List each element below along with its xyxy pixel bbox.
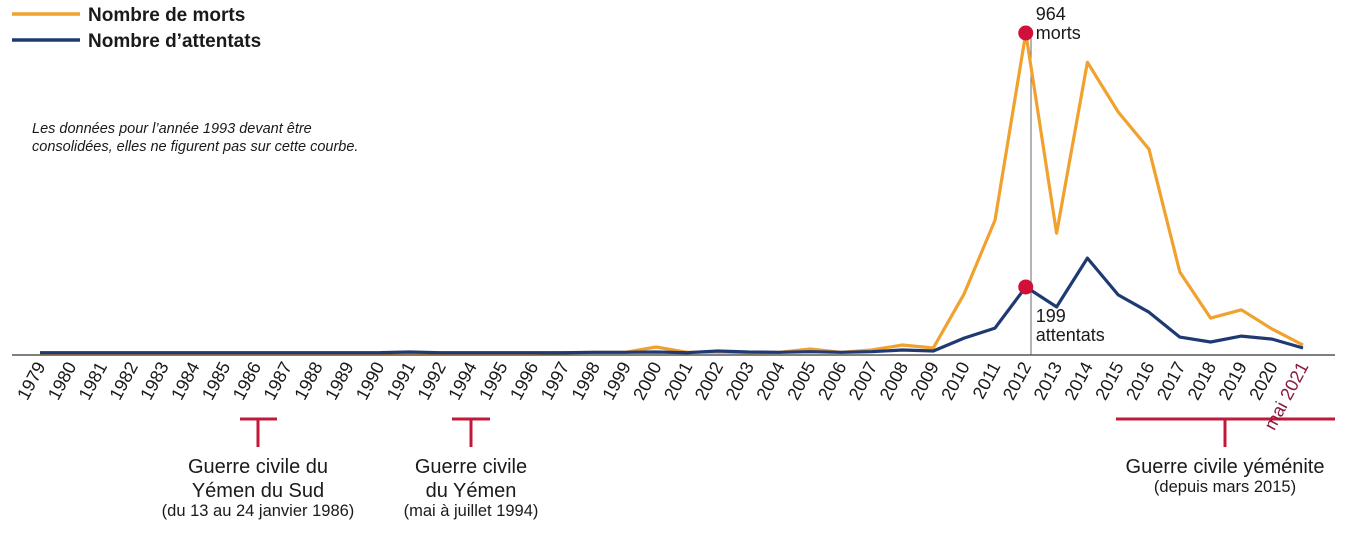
bracket (1116, 417, 1335, 447)
x-tick-label: 2013 (1030, 358, 1066, 403)
war-brackets (240, 417, 1335, 447)
x-tick-label: 1990 (352, 358, 388, 403)
value-label: 964 morts (1035, 4, 1081, 43)
annotation-title: Guerre civile yéménite (1125, 456, 1325, 478)
x-tick-label: 2000 (629, 358, 665, 403)
peak-marker (1018, 279, 1034, 295)
series-line (40, 31, 1304, 355)
note: Les données pour l’année 1993 devant êtr… (32, 121, 359, 156)
x-tick-label: 2018 (1184, 358, 1220, 403)
x-tick-label: 2017 (1153, 358, 1189, 403)
x-tick-label: 1996 (506, 358, 542, 403)
x-tick-label: 1986 (229, 358, 265, 403)
x-tick-label: 1979 (13, 358, 49, 403)
annotation-detail: (depuis mars 2015) (1153, 478, 1297, 496)
x-tick-label: 1985 (198, 358, 234, 403)
annotation: Guerre civile du Yémen (mai à juillet 19… (380, 455, 562, 520)
x-tick-label: 1983 (136, 358, 172, 403)
x-tick-label: 1987 (260, 358, 296, 403)
legend-label: Nombre d’attentats (88, 31, 261, 52)
x-tick-label: 1999 (598, 358, 634, 403)
x-tick-label: 2014 (1060, 358, 1096, 403)
x-tick-label: 1992 (414, 358, 450, 403)
annotation: Guerre civile du Yémen du Sud (du 13 au … (140, 455, 376, 520)
x-tick-label: 2004 (752, 358, 788, 403)
value-label: 199 attentats (1035, 305, 1105, 345)
bracket (240, 417, 277, 447)
x-tick-label: 1984 (167, 358, 203, 403)
x-tick-label: 2002 (691, 358, 727, 403)
peak-marker (1018, 25, 1034, 41)
x-tick-label: 1982 (105, 358, 141, 403)
x-tick-label: 2003 (722, 358, 758, 403)
x-tick-label: 2001 (660, 358, 696, 403)
series-line (40, 256, 1304, 355)
x-tick-label: 1998 (568, 358, 604, 403)
x-tick-label: 1991 (383, 358, 419, 403)
x-tick-label: 2007 (845, 358, 881, 403)
x-tick-label: 2016 (1122, 358, 1158, 403)
x-tick-label: 1994 (444, 358, 480, 403)
annotation-title: Guerre civile du Yémen du Sud (187, 456, 329, 502)
x-tick-label: 1997 (537, 358, 573, 403)
annotation: Guerre civile yéménite (depuis mars 2015… (1090, 455, 1354, 496)
bracket (452, 417, 490, 447)
x-tick-label: 2005 (783, 358, 819, 403)
x-tick-label: 2008 (876, 358, 912, 403)
annotation-detail: (mai à juillet 1994) (403, 502, 539, 520)
x-tick-label: 2011 (969, 358, 1005, 402)
x-tick-label: 1995 (475, 358, 511, 403)
x-tick-label: 1988 (290, 358, 326, 403)
x-tick-label: 1981 (75, 358, 111, 403)
annotation-title: Guerre civile du Yémen (414, 456, 528, 502)
x-tick-label: 2006 (814, 358, 850, 403)
legend-label: Nombre de morts (88, 5, 245, 26)
x-tick-label: 1980 (44, 358, 80, 403)
annotation-detail: (du 13 au 24 janvier 1986) (161, 502, 355, 520)
x-tick-label: 1989 (321, 358, 357, 403)
x-tick-label: 2009 (906, 358, 942, 403)
x-tick-label: 2019 (1214, 358, 1250, 403)
x-tick-label: 2012 (999, 358, 1035, 403)
x-tick-label: 2010 (937, 358, 973, 403)
x-tick-label: 2015 (1091, 358, 1127, 403)
